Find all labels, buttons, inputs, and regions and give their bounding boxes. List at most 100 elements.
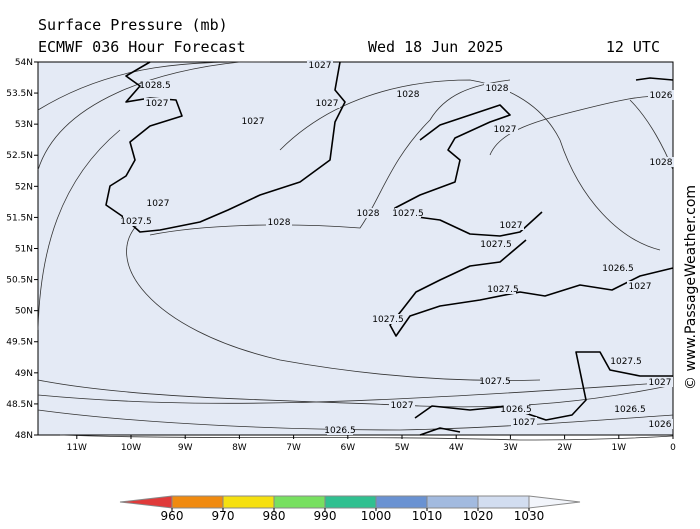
lon-label: 1W: [611, 443, 626, 453]
lat-label: 49N: [15, 369, 33, 379]
isobar-label: 1027: [309, 61, 332, 71]
colorbar-band: [273, 495, 326, 509]
lon-label: 3W: [503, 443, 518, 453]
isobar-label-bg: [327, 425, 353, 435]
isobar-label: 1027: [146, 99, 169, 109]
isobar-label-bg: [490, 284, 516, 294]
lon-label: 8W: [232, 443, 247, 453]
isobar-label-bg: [395, 208, 421, 218]
isobar-label: 1027.5: [480, 240, 512, 250]
watermark: © www.PassageWeather.com: [683, 185, 699, 390]
lon-label: 5W: [395, 443, 410, 453]
isobar-label-bg: [240, 116, 266, 126]
isobar-label: 1027: [500, 221, 523, 231]
map-frame: [37, 61, 674, 436]
isobar-label: 1027.5: [487, 285, 519, 295]
isobar-label: 1028: [650, 158, 673, 168]
isobar-label: 1027: [242, 117, 265, 127]
isobar-label: 1026.5: [500, 405, 532, 415]
isobar-label-bg: [144, 98, 170, 108]
isobar-label-bg: [395, 89, 421, 99]
isobar-label-bg: [647, 419, 673, 429]
lat-label: 52N: [15, 182, 33, 192]
subtitle: ECMWF 036 Hour Forecast: [38, 38, 246, 56]
isobar-label-bg: [375, 314, 401, 324]
isobar-label: 1026.5: [602, 264, 634, 274]
isobar-label-bg: [647, 377, 673, 387]
isobar-label-bg: [617, 404, 643, 414]
lon-label: 11W: [67, 443, 87, 453]
isobar-label: 1027.5: [610, 357, 642, 367]
colorbar-end: [528, 495, 581, 509]
lon-label: 0: [670, 443, 676, 453]
isobar-label: 1026.5: [614, 405, 646, 415]
colorbar-label: 980: [263, 509, 286, 523]
isobar-label-bg: [145, 198, 171, 208]
colorbar-end: [119, 495, 173, 509]
lon-label: 7W: [286, 443, 301, 453]
lat-label: 49.5N: [6, 338, 33, 348]
isobar-label: 1028: [486, 84, 509, 94]
isobar-label: 1026: [650, 91, 673, 101]
lat-label: 48.5N: [6, 400, 33, 410]
isobar-label: 1027: [147, 199, 170, 209]
isobar-label: 1027: [316, 99, 339, 109]
isobar-label-bg: [123, 216, 149, 226]
isobar-label: 1026.5: [324, 426, 356, 436]
isobar-label-bg: [605, 263, 631, 273]
isobar-label: 1028: [268, 218, 291, 228]
isobar-label-bg: [482, 376, 508, 386]
colorbar-band: [324, 495, 377, 509]
isobar-label-bg: [484, 83, 510, 93]
isobar-label-bg: [498, 220, 524, 230]
isobar-label-bg: [648, 157, 674, 167]
time: 12 UTC: [606, 38, 660, 56]
isobar-label-bg: [627, 281, 653, 291]
isobar-label-bg: [511, 417, 537, 427]
isobar-label-bg: [483, 239, 509, 249]
lon-label: 6W: [340, 443, 355, 453]
isobar-label: 1027.5: [479, 377, 511, 387]
isobar-label: 1027: [629, 282, 652, 292]
isobar-label-bg: [355, 208, 381, 218]
colorbar-band: [222, 495, 275, 509]
isobar-label: 1027.5: [372, 315, 404, 325]
lon-label: 9W: [178, 443, 193, 453]
isobar-label-bg: [492, 124, 518, 134]
lat-label: 51.5N: [6, 213, 33, 223]
isobar-label: 1027.5: [120, 217, 152, 227]
lat-label: 53N: [15, 120, 33, 130]
isobars: [37, 61, 674, 441]
colorbar-label: 960: [161, 509, 184, 523]
isobar-label-bg: [314, 98, 340, 108]
isobar-label-bg: [266, 217, 292, 227]
lat-label: 54N: [15, 58, 33, 68]
lat-label: 50N: [15, 307, 33, 317]
colorbar-label: 1030: [514, 509, 545, 523]
colorbar-band: [477, 495, 530, 509]
lat-label: 52.5N: [6, 151, 33, 161]
colorbar-band: [375, 495, 428, 509]
isobar-label-bg: [503, 404, 529, 414]
lat-label: 51N: [15, 244, 33, 254]
colorbar-band: [426, 495, 479, 509]
colorbar-label: 1020: [463, 509, 494, 523]
isobar-label-bg: [648, 90, 674, 100]
isobar-label: 1027: [649, 378, 672, 388]
isobar-label: 1028.5: [139, 81, 171, 91]
colorbar-label: 970: [212, 509, 235, 523]
isobar-label: 1028: [397, 90, 420, 100]
isobar-label-bg: [142, 80, 168, 90]
isobar-label: 1028: [357, 209, 380, 219]
isobar-label: 1027: [494, 125, 517, 135]
lat-label: 48N: [15, 431, 33, 441]
lat-label: 53.5N: [6, 89, 33, 99]
title: Surface Pressure (mb): [38, 16, 228, 34]
lat-label: 50.5N: [6, 276, 33, 286]
colorbar-label: 1010: [412, 509, 443, 523]
lon-label: 2W: [557, 443, 572, 453]
colorbar-band: [171, 495, 224, 509]
isobar-label: 1027: [513, 418, 536, 428]
isobar-label-bg: [613, 356, 639, 366]
